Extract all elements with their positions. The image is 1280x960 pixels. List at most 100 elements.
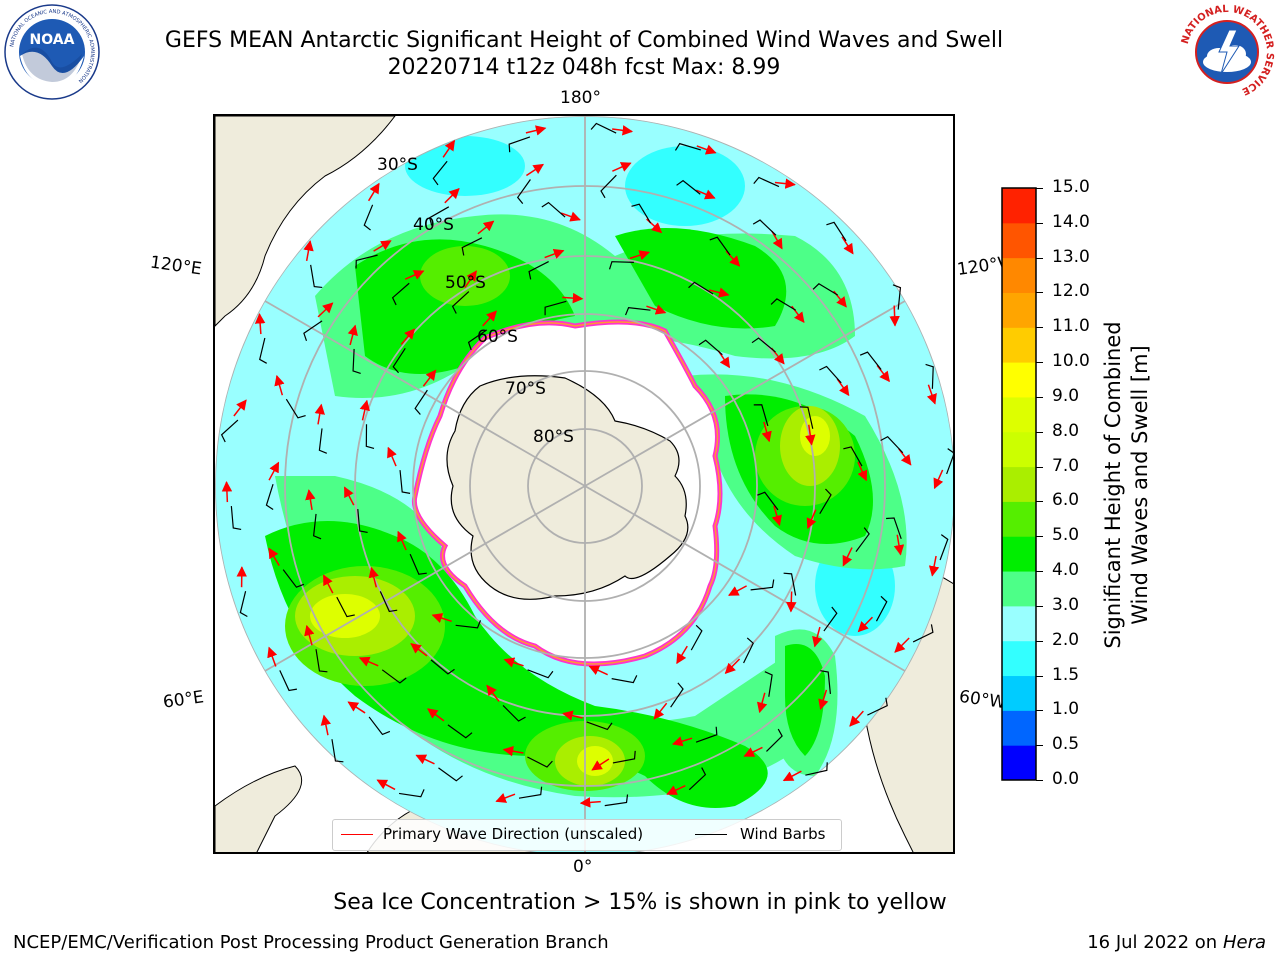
wave-direction-arrow [818, 689, 829, 711]
colorbar-tick-label: 3.0 [1052, 594, 1080, 615]
wind-barb [631, 203, 652, 224]
colorbar-segment [1002, 188, 1036, 224]
wave-direction-arrow [857, 616, 874, 633]
noaa-center-text: NOAA [30, 32, 75, 48]
wave-direction-arrow [268, 461, 280, 481]
wind-barb [544, 300, 567, 316]
colorbar-title-line2: Wind Waves and Swell [m] [1128, 345, 1152, 625]
wind-barb [352, 348, 361, 374]
wave-direction-arrow [928, 555, 940, 577]
wind-barb [867, 697, 888, 716]
lat-label-70s: 70°S [505, 379, 546, 399]
wave-direction-arrow [268, 547, 280, 567]
wind-barb [855, 527, 870, 552]
wind-barb [432, 160, 448, 186]
colorbar-tick-label: 1.5 [1052, 664, 1080, 685]
wave-direction-arrow [221, 481, 233, 503]
wave-direction-arrow [400, 328, 416, 345]
wave-direction-arrow [666, 784, 686, 795]
wave-direction-arrow [343, 486, 355, 506]
wind-barb [528, 261, 549, 280]
colorbar-segment [1002, 431, 1036, 468]
wind-barb [363, 204, 374, 231]
wave-direction-arrow [482, 310, 497, 327]
colorbar-segment [1002, 396, 1036, 433]
wind-barb [409, 553, 427, 575]
wave-direction-arrow [591, 758, 610, 771]
colorbar-segment [1002, 536, 1036, 572]
wave-direction-arrow [415, 754, 435, 765]
noaa-logo: NATIONAL OCEANIC AND ATMOSPHERIC ADMINIS… [4, 4, 100, 100]
credit-date: 16 Jul 2022 on Hera [1087, 932, 1266, 953]
wind-barb [381, 669, 407, 684]
wind-barb [508, 136, 531, 153]
wind-barb [315, 649, 328, 673]
lon-label-120e: 120°E [148, 252, 203, 280]
wind-barb [670, 682, 684, 708]
wind-barb [752, 219, 777, 236]
wind-barb [399, 470, 411, 494]
wind-barb [590, 122, 617, 134]
colorbar-tick [1036, 396, 1043, 398]
wave-direction-arrow [805, 424, 816, 446]
wind-barb [447, 724, 473, 739]
wind-barb [265, 484, 274, 511]
wave-direction-arrow [410, 643, 428, 657]
wind-barb [461, 237, 483, 256]
wind-barb [527, 669, 554, 679]
colorbar-tick-label: 10.0 [1052, 351, 1090, 372]
wind-barb [312, 513, 322, 540]
wind-barb [770, 298, 797, 311]
lat-label-50s: 50°S [445, 273, 486, 293]
wind-barb [819, 488, 832, 515]
wind-barb [805, 762, 828, 776]
wave-direction-arrow [431, 613, 452, 624]
wave-direction-arrow [761, 421, 772, 443]
wave-direction-arrow [771, 505, 782, 527]
wave-direction-arrow [274, 374, 285, 396]
wave-direction-arrow [503, 657, 524, 668]
wave-direction-arrow [314, 403, 325, 425]
wind-barb [764, 671, 773, 697]
wind-barb [783, 572, 797, 596]
wind-barb [604, 794, 629, 807]
wind-barb [946, 448, 953, 475]
wave-direction-arrow [562, 710, 583, 721]
wind-barb [318, 428, 328, 454]
lon-label-0: 0° [573, 857, 593, 877]
wave-direction-arrow [320, 714, 331, 736]
wave-direction-arrow [444, 187, 460, 204]
wind-barb [527, 756, 553, 768]
wave-direction-arrow [560, 211, 581, 222]
wave-direction-arrow [376, 779, 396, 791]
chart-title: GEFS MEAN Antarctic Significant Height o… [164, 28, 1004, 53]
wind-barb [259, 337, 268, 364]
wind-barb [674, 142, 701, 151]
credit-date-text: 16 Jul 2022 on [1087, 932, 1223, 953]
wind-barb [925, 363, 934, 389]
colorbar-tick-label: 13.0 [1052, 246, 1090, 267]
wind-barb [220, 419, 239, 443]
wind-barb [310, 264, 323, 289]
wave-direction-arrow [894, 637, 910, 653]
lat-label-80s: 80°S [533, 427, 574, 447]
colorbar-tick [1036, 362, 1043, 364]
wave-direction-arrow [347, 701, 366, 714]
wind-barb [391, 282, 410, 306]
colorbar-segment [1002, 327, 1036, 363]
wave-direction-arrow [404, 270, 425, 280]
colorbar-tick-label: 9.0 [1052, 385, 1080, 406]
wave-direction-arrow [358, 656, 379, 667]
wind-barb [365, 424, 375, 450]
wave-direction-arrow [612, 162, 632, 172]
wave-direction-arrow [322, 574, 334, 594]
wave-direction-arrow [782, 770, 802, 782]
colorbar-segment [1002, 501, 1036, 537]
wave-direction-arrow [676, 645, 688, 665]
colorbar-segment [1002, 710, 1036, 746]
colorbar-tick-label: 2.0 [1052, 629, 1080, 650]
colorbar-tick-label: 12.0 [1052, 281, 1090, 302]
wave-direction-arrow [502, 745, 524, 757]
wave-direction-arrow [464, 270, 477, 288]
antarctica-landmass [446, 375, 689, 600]
